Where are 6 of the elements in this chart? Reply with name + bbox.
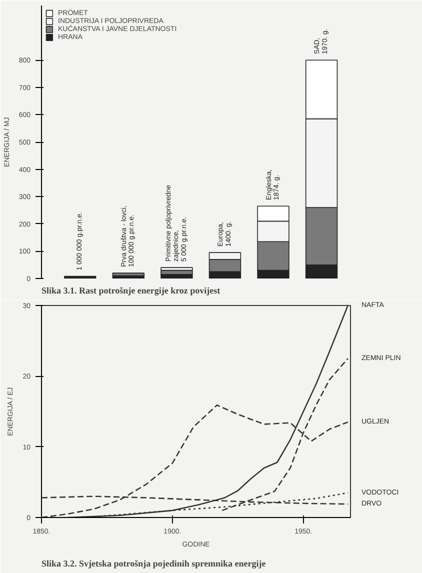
bar <box>160 267 193 271</box>
bar <box>112 272 144 276</box>
text: Slika 3.1. Rast potrošnje energije kroz povijest <box>42 286 220 296</box>
text: Slika 3.2. Svjetska potrošnja pojedinih spremnika energije <box>42 558 266 568</box>
bar <box>160 270 193 275</box>
bar <box>64 276 96 278</box>
